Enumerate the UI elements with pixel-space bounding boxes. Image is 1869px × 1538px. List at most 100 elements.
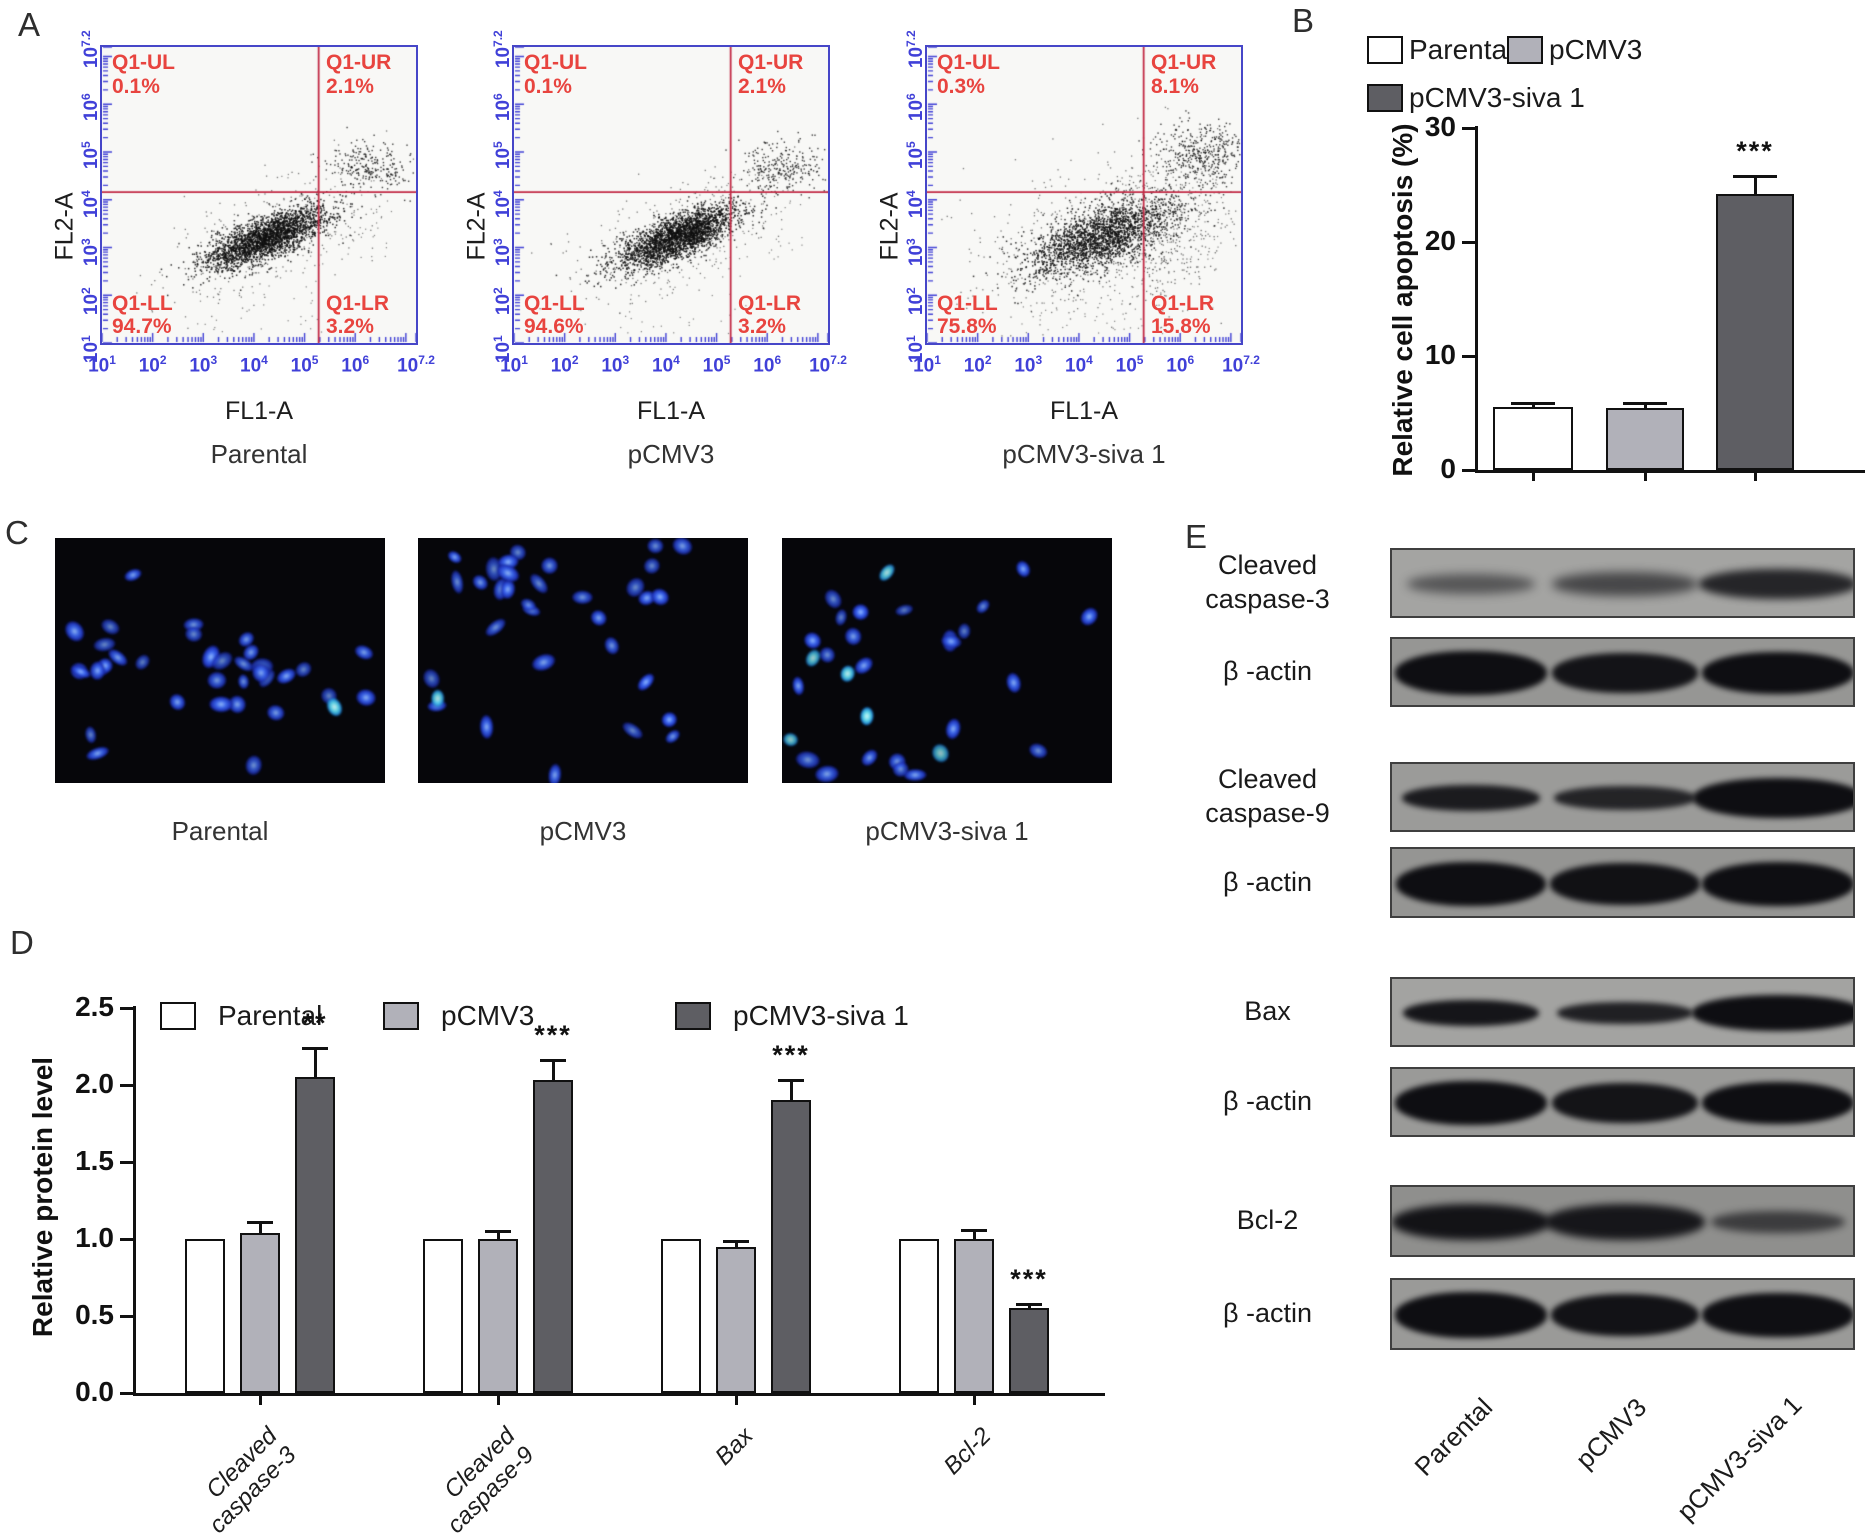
legend-label-pcmv3: pCMV3	[441, 1000, 535, 1031]
cell-nucleus	[1080, 607, 1099, 626]
cell-nucleus	[548, 763, 562, 783]
blot-band	[1395, 1081, 1548, 1125]
error-bar-stem	[551, 1060, 555, 1081]
error-bar-stem	[1753, 175, 1757, 195]
cell-nucleus	[251, 663, 271, 683]
blot-band	[1395, 1292, 1548, 1338]
cell-nucleus	[355, 688, 377, 707]
nuclei-image	[55, 538, 385, 783]
blot-box	[1390, 1278, 1855, 1350]
bar	[1606, 408, 1684, 470]
blot-band	[1402, 785, 1541, 811]
x-axis-tick-label: 103	[189, 353, 218, 377]
cell-nucleus	[472, 574, 489, 591]
blot-row-label: β -actin	[1222, 656, 1313, 686]
cell-nucleus	[233, 656, 254, 672]
blot-band	[1407, 574, 1536, 594]
flow-plot-title: pCMV3-siva 1	[1002, 439, 1166, 469]
quadrant-label-ul: Q1-UL 0.1%	[112, 51, 175, 98]
fluorescence-image-pcmv3: pCMV3	[418, 538, 748, 846]
error-bar-cap	[723, 1239, 749, 1243]
cell-nucleus	[665, 729, 681, 744]
cell-nucleus	[64, 620, 85, 643]
y-axis-tick-label: 30	[1424, 111, 1456, 142]
error-bar-stem	[972, 1229, 976, 1239]
x-category-tick	[1643, 473, 1647, 481]
blot-row-label: Bcl-2	[1236, 1205, 1299, 1235]
blot-box	[1390, 637, 1855, 707]
cell-nucleus	[819, 646, 836, 664]
apoptosis-bar-chart: Parental pCMV3 pCMV3-siva 1 Relative cel…	[1360, 0, 1869, 540]
cell-nucleus	[1028, 743, 1048, 759]
significance-stars: ***	[1010, 1263, 1048, 1294]
cell-nucleus	[211, 651, 234, 671]
y-axis-tick-label: 103	[903, 238, 928, 267]
cell-nucleus	[637, 673, 655, 692]
error-bar-cap	[302, 1047, 328, 1051]
blot-row-label: β -actin	[1222, 866, 1313, 897]
cell-nucleus	[450, 569, 464, 595]
cell-nucleus	[859, 706, 874, 726]
plot-area: 0 10 20 30 ***	[1360, 0, 1869, 540]
western-blot-panel: Cleaved caspase-3 β -actin Cleaved caspase-9…	[1160, 520, 1869, 1538]
error-bar-stem	[1643, 402, 1647, 409]
x-axis-tick-label: 102	[550, 353, 579, 377]
cell-nucleus	[1006, 672, 1022, 694]
blot-band	[1692, 778, 1853, 818]
cell-nucleus	[484, 618, 507, 637]
y-axis-tick-label: 103	[78, 238, 103, 267]
flow-scatter-canvas	[927, 47, 1241, 343]
bar	[295, 1077, 335, 1393]
cell-nucleus	[100, 618, 121, 635]
flow-plot-area: Q1-UL 0.1% Q1-UR 2.1% Q1-LL 94.7% Q1-LR 3.2%…	[79, 30, 435, 376]
blot-band	[1701, 652, 1853, 694]
cell-nucleus	[245, 754, 263, 776]
y-axis-tick-label: 106	[903, 93, 928, 122]
y-axis-tick-label: 2.0	[75, 1068, 114, 1099]
blot-band	[1403, 1000, 1540, 1026]
flow-plot-title: Parental	[210, 439, 308, 469]
blot-band	[1701, 1293, 1853, 1337]
cell-nucleus	[266, 704, 286, 722]
blot-band	[1701, 861, 1853, 906]
cell-nucleus	[89, 660, 106, 681]
blot-band	[1392, 1204, 1551, 1240]
legend-label-pcmv3-siva1: pCMV3-siva 1	[1409, 82, 1585, 113]
cell-nucleus	[957, 622, 971, 640]
cell-nucleus	[940, 634, 963, 649]
bar	[716, 1246, 756, 1393]
cell-nucleus	[529, 573, 549, 594]
significance-stars: **	[302, 1008, 328, 1039]
cell-nucleus	[805, 649, 821, 667]
error-bar-stem	[313, 1048, 317, 1078]
x-axis-line	[1475, 470, 1865, 473]
y-axis-tick-label: 107.2	[78, 30, 103, 69]
significance-stars: ***	[772, 1040, 810, 1071]
blot-box	[1390, 977, 1855, 1047]
cell-nucleus	[169, 693, 186, 711]
x-axis-tick-label: 107.2	[1222, 353, 1260, 377]
cell-nucleus	[571, 590, 594, 605]
x-category-label: Bcl-2	[938, 1422, 997, 1481]
y-axis-tick-label: 107.2	[903, 30, 928, 69]
blot-box	[1390, 1185, 1855, 1257]
nuclei-image	[782, 538, 1112, 783]
blot-band	[1551, 572, 1698, 596]
cell-nucleus	[835, 608, 848, 627]
x-axis-label: FL1-A	[1049, 397, 1119, 425]
bar	[661, 1239, 701, 1393]
x-category-label: Cleaved caspase-3	[201, 1422, 302, 1538]
significance-stars: ***	[1736, 135, 1774, 166]
error-bar-stem	[789, 1080, 793, 1101]
bar	[1009, 1308, 1049, 1393]
legend-label-parental: Parental	[218, 1000, 323, 1031]
cell-nucleus	[134, 654, 151, 671]
cell-nucleus	[430, 689, 445, 708]
cell-nucleus	[646, 538, 664, 554]
y-axis-tick-label: 104	[903, 190, 928, 218]
x-axis-tick-label: 104	[240, 353, 268, 377]
y-axis-label: FL2-A	[462, 192, 491, 261]
cell-nucleus	[107, 648, 128, 667]
cell-nucleus	[892, 761, 910, 778]
